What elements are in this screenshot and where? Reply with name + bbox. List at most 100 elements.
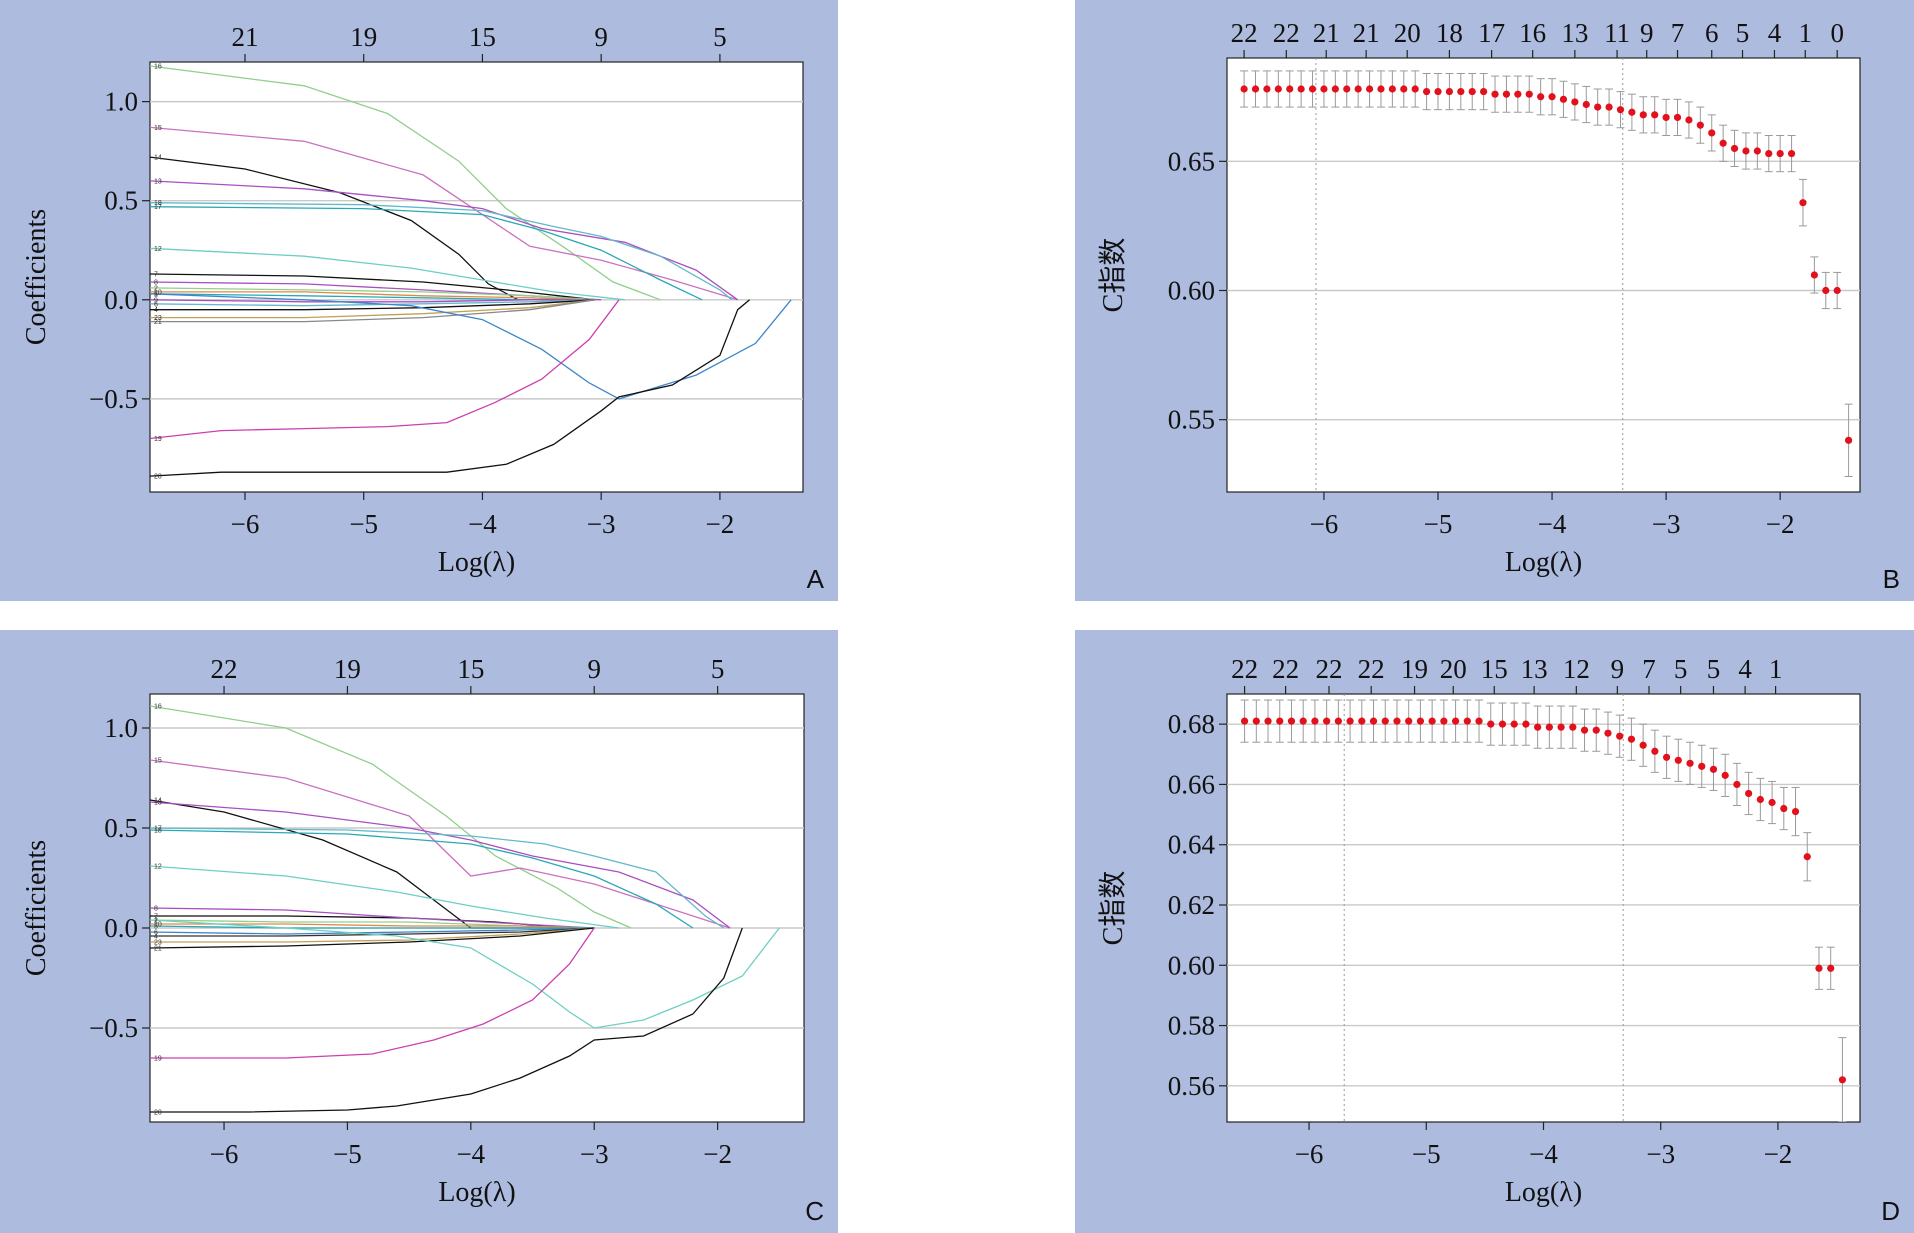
y-tick-label: 0.55: [1168, 405, 1215, 435]
top-tick-label: 15: [457, 654, 484, 684]
c-index-point: [1475, 717, 1483, 725]
coefficient-path-label: 2: [154, 918, 158, 925]
x-tick-label: −5: [1424, 509, 1453, 539]
c-index-point: [1708, 129, 1716, 137]
panel-letter-c: C: [805, 1196, 824, 1226]
plot-marks: [150, 705, 780, 1113]
coefficient-path-19: [150, 927, 595, 1059]
top-tick-label: 19: [350, 22, 377, 52]
c-index-point: [1468, 87, 1476, 96]
x-tick-label: −2: [706, 509, 735, 539]
c-index-point: [1487, 720, 1495, 728]
x-tick-label: −4: [1529, 1139, 1558, 1169]
x-tick-label: −6: [1295, 1139, 1324, 1169]
x-tick-label: −3: [1646, 1139, 1675, 1169]
coefficient-path-label: 19: [154, 436, 162, 443]
coefficient-path-17: [150, 206, 703, 301]
c-index-point: [1480, 87, 1488, 96]
coefficient-path-chart-c: −6 −5 −4 −3 −21.00.50.0−0.522 19 15 9 5Log(λ)Coe…: [21, 654, 805, 1208]
top-tick-label: 20: [1440, 654, 1467, 684]
c-index-point: [1742, 147, 1750, 155]
x-tick-label: −2: [703, 1139, 732, 1169]
y-axis-title: Coefficients: [21, 209, 52, 345]
c-index-point: [1240, 85, 1248, 93]
plot-marks: [150, 65, 792, 477]
coefficient-path-17: [150, 827, 725, 929]
c-index-point: [1559, 95, 1568, 103]
c-index-point: [1844, 436, 1853, 444]
top-tick-label: 13: [1561, 18, 1588, 48]
top-tick-label: 17: [1478, 18, 1505, 48]
c-index-point: [1674, 756, 1682, 764]
c-index-point: [1323, 717, 1331, 725]
c-index-point: [1405, 717, 1413, 725]
plot-area: [1226, 57, 1861, 493]
top-tick-label: 15: [469, 22, 496, 52]
top-tick-label: 19: [1401, 654, 1428, 684]
coefficient-path-label: 5: [154, 924, 158, 931]
coefficient-path-label: 14: [154, 155, 162, 162]
c-index-point: [1434, 87, 1442, 96]
c-index-point: [1251, 85, 1260, 93]
coefficient-path-23: [150, 927, 595, 943]
top-tick-label: 19: [334, 654, 361, 684]
c-index-point: [1522, 720, 1530, 728]
c-index-point: [1627, 735, 1636, 743]
coefficient-path-21: [150, 927, 595, 949]
coefficient-path-16: [150, 65, 661, 301]
top-tick-label: 22: [1358, 654, 1385, 684]
x-tick-label: −4: [1538, 509, 1567, 539]
x-tick-label: −2: [1764, 1139, 1793, 1169]
c-index-point: [1776, 149, 1784, 158]
y-axis-title: C指数: [1097, 871, 1129, 946]
c-index-point: [1787, 149, 1796, 158]
y-tick-label: 0.66: [1168, 769, 1215, 799]
coefficient-path-13: [150, 801, 731, 929]
coefficient-path-label: 10: [154, 289, 162, 296]
c-index-point: [1457, 87, 1465, 96]
plot-area: [1226, 693, 1861, 1123]
coefficient-path-12: [150, 865, 619, 929]
coefficient-path-13: [150, 180, 739, 301]
coefficient-path-20: [150, 927, 743, 1113]
c-index-point: [1791, 807, 1800, 816]
c-index-point: [1651, 111, 1659, 119]
c-index-point: [1274, 85, 1282, 93]
coefficient-path-label: 6: [154, 930, 158, 937]
x-tick-label: −5: [349, 509, 378, 539]
plot-marks: [1240, 699, 1847, 1122]
coefficient-path-23: [150, 299, 596, 319]
y-tick-label: 0.68: [1168, 709, 1215, 739]
coefficient-path-label: 10: [154, 922, 162, 929]
c-index-point: [1369, 717, 1378, 725]
panel-letter-b: B: [1882, 564, 1900, 594]
y-tick-label: −0.5: [89, 1013, 138, 1043]
coefficient-path-5: [150, 925, 595, 929]
x-tick-label: −3: [1652, 509, 1681, 539]
c-index-point: [1616, 106, 1625, 114]
x-tick-label: −4: [456, 1139, 485, 1169]
c-index-point: [1628, 108, 1636, 116]
coefficient-path-label: 19: [154, 1056, 162, 1063]
top-tick-label: 15: [1481, 654, 1508, 684]
coefficient-path-label: 9: [154, 297, 158, 304]
coefficient-path-label: 23: [154, 940, 162, 947]
c-index-point: [1440, 717, 1448, 725]
c-index-point: [1571, 98, 1579, 106]
y-tick-label: 0.58: [1168, 1011, 1215, 1041]
c-index-point: [1639, 741, 1647, 749]
panel-c: −6 −5 −4 −3 −2 1.0 0.5 0.0 −0.5 22 19 15 9 5 Log(λ) Coe…: [0, 630, 838, 1233]
top-tick-label: 21: [1313, 18, 1340, 48]
c-index-point: [1297, 85, 1305, 93]
coefficient-path-1: [150, 293, 792, 400]
c-index-point: [1685, 116, 1693, 124]
coefficient-path-20: [150, 299, 751, 477]
c-index-point: [1756, 795, 1764, 804]
top-tick-label: 12: [1563, 654, 1590, 684]
y-tick-label: 1.0: [104, 713, 138, 743]
c-index-point: [1651, 747, 1659, 755]
c-index-point: [1388, 85, 1396, 93]
top-tick-label: 21: [231, 22, 258, 52]
c-index-point: [1838, 1076, 1847, 1084]
c-index-point: [1502, 90, 1511, 98]
